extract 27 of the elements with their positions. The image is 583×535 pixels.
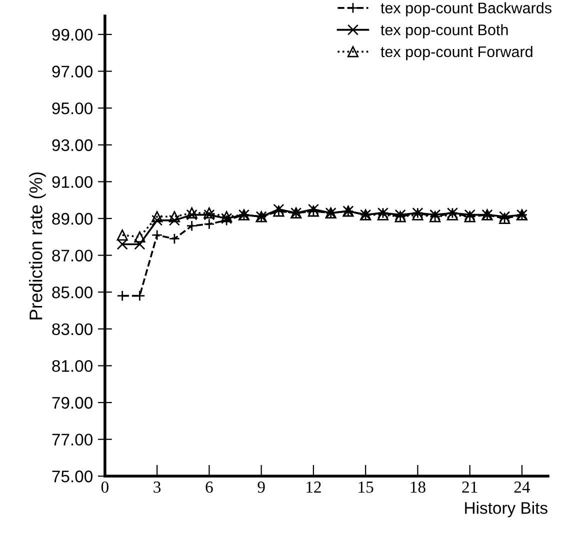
- y-tick-label: 87.00: [52, 250, 92, 262]
- x-tick-label: 18: [410, 481, 426, 493]
- y-axis-title: Prediction rate (%): [29, 172, 46, 320]
- legend-label: tex pop-count Forward: [380, 46, 532, 60]
- x-tick-label: 12: [306, 482, 321, 493]
- y-tick-label: 97.00: [52, 66, 92, 78]
- y-tick-label: 89.00: [52, 212, 92, 225]
- y-tick-label: 95.00: [52, 102, 92, 114]
- x-tick-label: 21: [462, 482, 478, 493]
- y-tick-label: 81.00: [52, 360, 92, 372]
- y-tick-label: 91.00: [52, 176, 92, 188]
- y-tick-label: 75.00: [52, 470, 92, 482]
- legend-label: tex pop-count Backwards: [380, 2, 552, 16]
- x-tick-label: 24: [514, 482, 530, 493]
- legend-label: tex pop-count Both: [380, 24, 508, 38]
- x-tick-label: 9: [258, 482, 265, 493]
- y-tick-label: 79.00: [52, 396, 92, 409]
- x-tick-label: 3: [154, 482, 161, 493]
- x-tick-label: 6: [206, 482, 213, 493]
- x-tick-label: 0: [101, 481, 108, 493]
- x-tick-label: 15: [358, 482, 374, 493]
- y-tick-label: 99.00: [52, 28, 92, 41]
- y-tick-label: 83.00: [52, 323, 92, 336]
- y-tick-label: 93.00: [52, 139, 92, 152]
- y-tick-label: 77.00: [52, 434, 92, 446]
- y-tick-label: 85.00: [52, 286, 92, 298]
- x-axis-title: History Bits: [465, 502, 548, 518]
